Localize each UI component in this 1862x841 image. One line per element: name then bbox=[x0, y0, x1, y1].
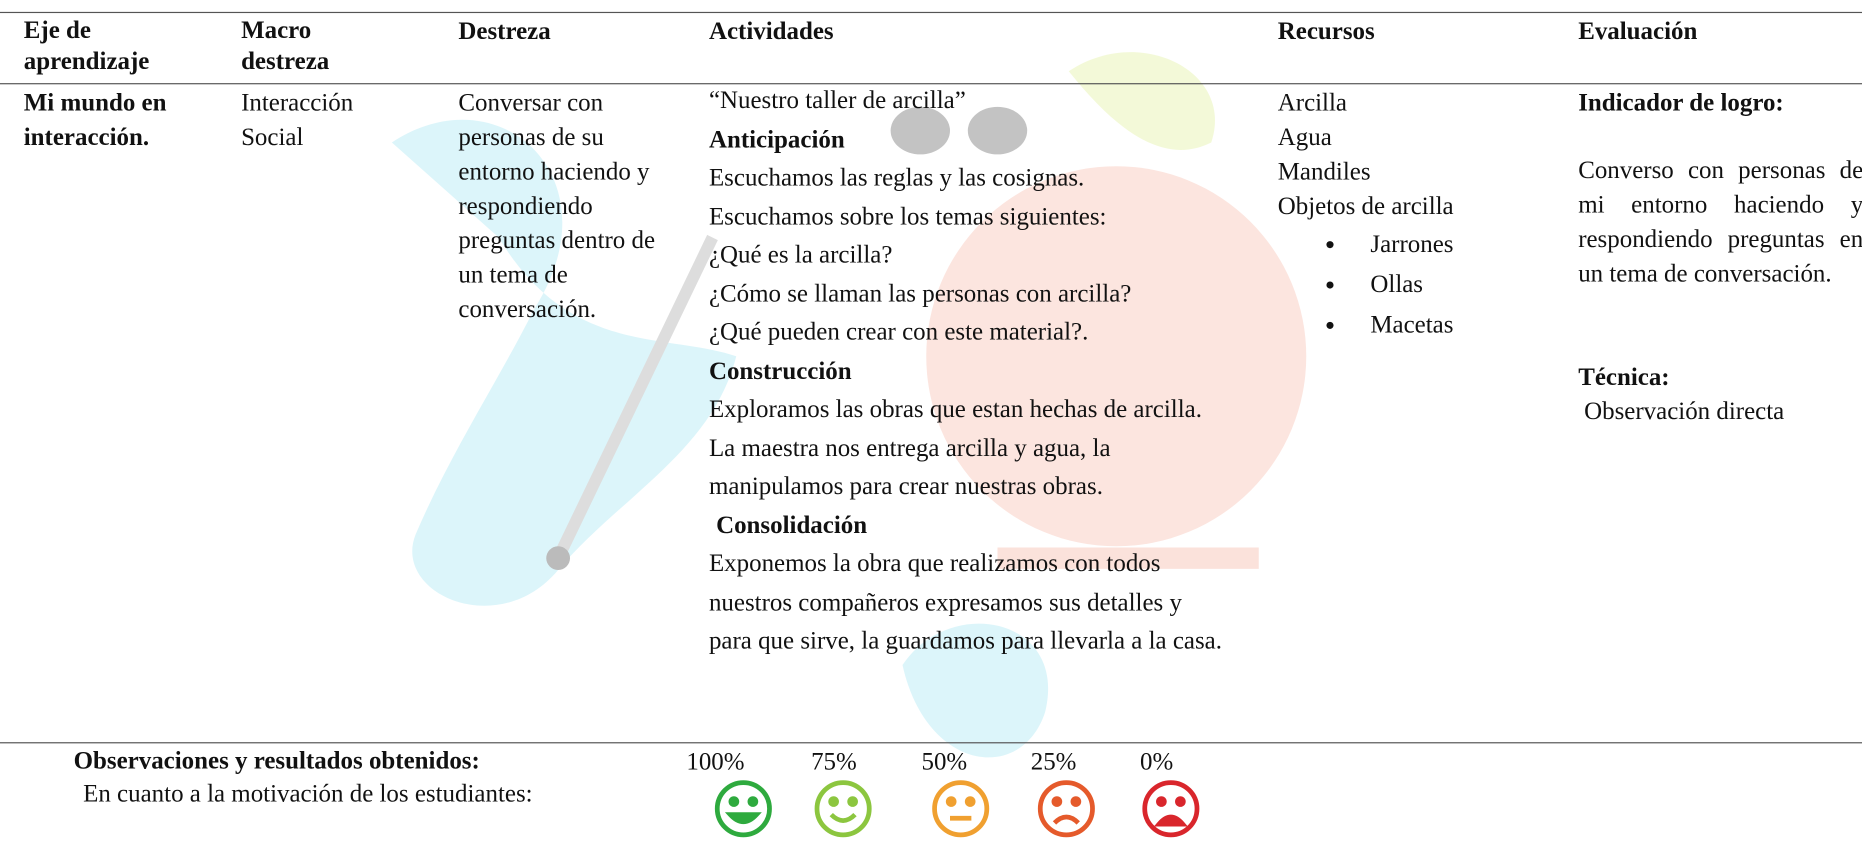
rule bbox=[0, 11, 1862, 14]
header: Evaluación bbox=[1578, 16, 1698, 46]
header: Recursos bbox=[1277, 16, 1375, 46]
indicator-title: Indicador de logro: bbox=[1578, 87, 1784, 117]
percent-label: 50% bbox=[922, 749, 968, 776]
resource: Arcilla bbox=[1277, 87, 1347, 117]
evaluacion: Indicador de logro: Converso con persona… bbox=[1578, 86, 1862, 429]
eje: Mi mundo en interacción. bbox=[23, 87, 167, 151]
rule bbox=[0, 742, 1862, 744]
activity-line: Exploramos las obras que estan hechas de… bbox=[708, 394, 1202, 423]
face-neutral bbox=[932, 780, 990, 838]
footer-title: Observaciones y resultados obtenidos: bbox=[73, 745, 480, 775]
percent-label: 100% bbox=[686, 749, 744, 776]
activity-line: Exponemos la obra que realizamos con tod… bbox=[708, 548, 1222, 655]
face-very-happy bbox=[714, 780, 772, 838]
activity-heading: Anticipación bbox=[708, 124, 845, 153]
resource-bullet: Macetas bbox=[1349, 304, 1454, 344]
recursos: Arcilla Agua Mandiles Objetos de arcilla Ja… bbox=[1278, 86, 1454, 345]
header: Destreza bbox=[458, 16, 551, 46]
resource-list: Arcilla Agua Mandiles Objetos de arcilla bbox=[1278, 86, 1454, 224]
destreza: Conversar con personas de su entorno hac… bbox=[458, 87, 656, 323]
activity-line: La maestra nos entrega arcilla y agua, l… bbox=[708, 432, 1111, 500]
rating-scale: 100% 75% 50% 25% 0% bbox=[686, 749, 1200, 838]
macro: Interacción Social bbox=[241, 87, 354, 151]
activity-heading: Consolidación bbox=[716, 510, 868, 539]
percent-labels: 100% 75% 50% 25% 0% bbox=[686, 749, 1173, 776]
percent-label: 75% bbox=[811, 749, 857, 776]
technique: Observación directa bbox=[1584, 396, 1785, 426]
face-happy bbox=[814, 780, 872, 838]
activity-heading: Construcción bbox=[708, 355, 852, 385]
technique-title: Técnica: bbox=[1578, 362, 1670, 391]
header: Actividades bbox=[708, 16, 834, 46]
indicator: Converso con personas de mi entorno haci… bbox=[1578, 155, 1862, 288]
footer-subtitle: En cuanto a la motivación de los estudia… bbox=[83, 779, 533, 808]
header: Macro destreza bbox=[241, 15, 330, 75]
activity-line: Escuchamos las reglas y las cosignas. bbox=[708, 162, 1085, 192]
percent-label: 25% bbox=[1031, 749, 1077, 776]
face-sad bbox=[1037, 780, 1095, 838]
activity-title: “Nuestro taller de arcilla” bbox=[708, 85, 966, 115]
percent-label: 0% bbox=[1140, 749, 1173, 776]
rule bbox=[0, 83, 1862, 85]
face-very-sad bbox=[1142, 780, 1200, 838]
resource: Objetos de arcilla bbox=[1277, 191, 1454, 220]
activity-line: ¿Cómo se llaman las personas con arcilla… bbox=[708, 278, 1132, 307]
activity-line: Escuchamos sobre los temas siguientes: bbox=[708, 201, 1107, 230]
actividades: “Nuestro taller de arcilla” Anticipación… bbox=[709, 81, 1226, 660]
resource: Agua bbox=[1277, 122, 1332, 151]
resource-bullets: JarronesOllasMacetas bbox=[1278, 223, 1454, 344]
resource-bullet: Ollas bbox=[1349, 264, 1454, 304]
header: Eje de aprendizaje bbox=[23, 15, 150, 75]
resource: Mandiles bbox=[1277, 156, 1371, 186]
resource-bullet: Jarrones bbox=[1349, 223, 1454, 263]
activity-line: ¿Qué es la arcilla? bbox=[708, 239, 893, 269]
activity-line: ¿Qué pueden crear con este material?. bbox=[708, 317, 1089, 346]
